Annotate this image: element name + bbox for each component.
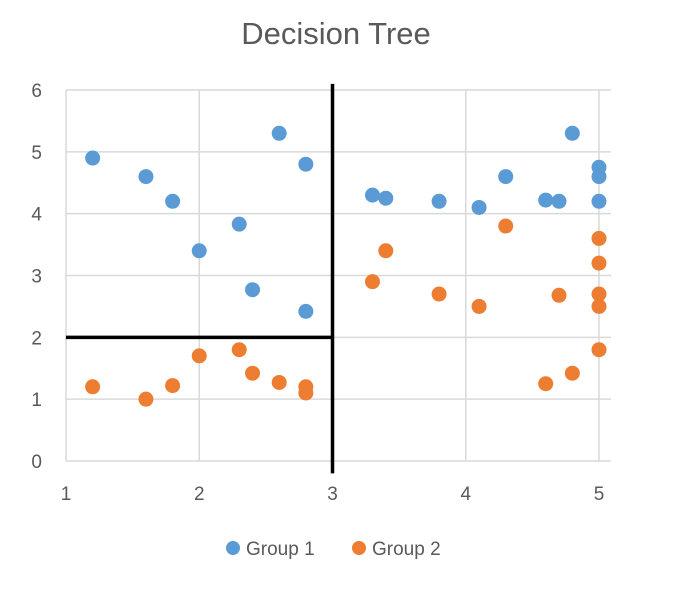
y-tick-label: 1 — [31, 390, 42, 411]
point-group-1 — [591, 193, 607, 209]
point-group-1 — [471, 199, 487, 215]
legend: Group 1 Group 2 — [226, 539, 441, 560]
point-group-1 — [165, 193, 181, 209]
point-group-2 — [378, 243, 394, 259]
point-group-1 — [551, 193, 567, 209]
point-group-1 — [378, 190, 394, 206]
x-tick-label: 2 — [194, 484, 205, 505]
legend-label-group-1: Group 1 — [246, 539, 315, 560]
point-group-1 — [191, 243, 207, 259]
point-group-2 — [551, 287, 567, 303]
data-points — [85, 125, 607, 407]
y-tick-label: 4 — [31, 205, 42, 226]
legend-marker-group-1 — [226, 541, 240, 555]
point-group-2 — [591, 298, 607, 314]
y-tick-label: 3 — [31, 267, 42, 288]
legend-label-group-2: Group 2 — [372, 539, 441, 560]
y-tick-label: 5 — [31, 143, 42, 164]
point-group-2 — [591, 286, 607, 302]
point-group-2 — [591, 255, 607, 271]
x-axis-ticks: 1 2 3 4 5 — [61, 484, 605, 505]
point-group-1 — [138, 169, 154, 185]
point-group-2 — [165, 378, 181, 394]
point-group-1 — [538, 192, 554, 208]
point-group-1 — [298, 156, 314, 172]
chart-title: Decision Tree — [241, 16, 431, 51]
point-group-1 — [431, 193, 447, 209]
decision-boundaries — [66, 83, 335, 474]
y-axis-ticks: 0 1 2 3 4 5 6 — [31, 81, 42, 473]
point-group-1 — [245, 282, 261, 298]
x-tick-label: 1 — [61, 484, 72, 505]
y-tick-label: 0 — [31, 452, 42, 473]
point-group-1 — [85, 150, 101, 166]
point-group-2 — [471, 298, 487, 314]
point-group-1 — [298, 303, 314, 319]
point-group-2 — [591, 342, 607, 358]
point-group-2 — [191, 348, 207, 364]
point-group-1 — [364, 187, 380, 203]
point-group-1 — [271, 125, 287, 141]
x-tick-label: 5 — [594, 484, 605, 505]
point-group-2 — [298, 385, 314, 401]
point-group-2 — [245, 365, 261, 381]
point-group-2 — [498, 218, 514, 234]
point-group-2 — [591, 230, 607, 246]
point-group-2 — [231, 342, 247, 358]
x-tick-label: 3 — [327, 484, 338, 505]
point-group-1 — [591, 169, 607, 185]
point-group-2 — [271, 374, 287, 390]
point-group-2 — [85, 379, 101, 395]
y-tick-label: 2 — [31, 328, 42, 349]
point-group-1 — [498, 169, 514, 185]
point-group-2 — [431, 286, 447, 302]
point-group-1 — [564, 125, 580, 141]
point-group-2 — [564, 365, 580, 381]
point-group-1 — [231, 216, 247, 232]
point-group-2 — [138, 391, 154, 407]
point-group-2 — [538, 376, 554, 392]
x-tick-label: 4 — [460, 484, 471, 505]
point-group-2 — [364, 274, 380, 290]
legend-marker-group-2 — [352, 541, 366, 555]
y-tick-label: 6 — [31, 81, 42, 102]
